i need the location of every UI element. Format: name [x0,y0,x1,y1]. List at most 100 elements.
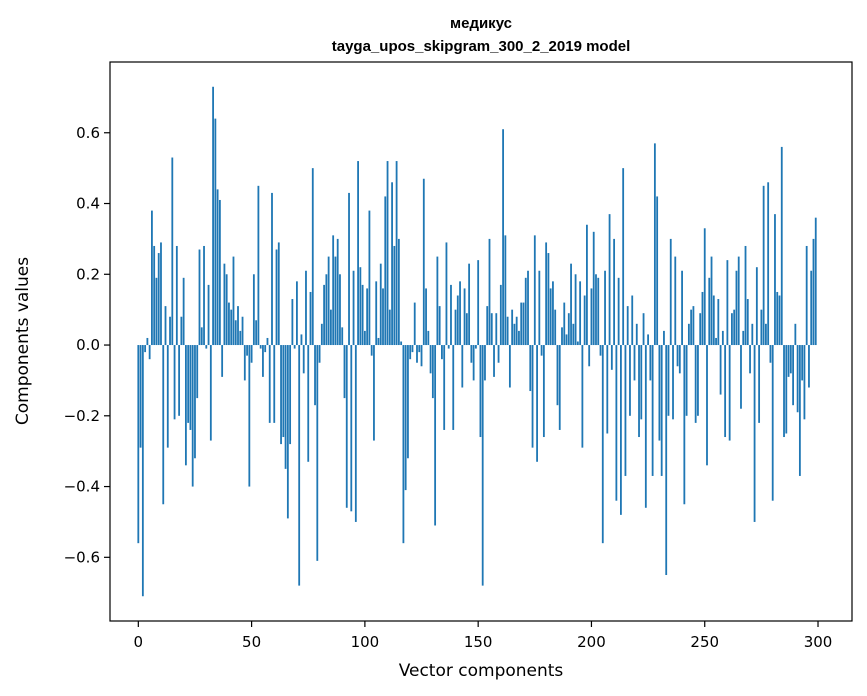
bar-270 [749,345,751,374]
bar-143 [461,345,464,388]
x-tick-label-0: 0 [134,633,144,651]
bar-262 [731,313,733,346]
bar-53 [257,185,260,346]
bar-107 [379,263,382,346]
bar-213 [620,345,622,515]
y-tick-label-0: −0.6 [64,548,100,566]
bar-2 [141,345,144,597]
bar-14 [169,316,171,346]
bar-207 [606,345,609,434]
bar-165 [511,309,514,346]
bar-86 [332,235,335,346]
bar-216 [626,306,629,346]
bar-63 [280,345,282,445]
bar-117 [402,345,405,544]
bar-85 [329,309,332,346]
bar-156 [490,313,493,346]
bar-38 [223,263,226,346]
bar-223 [642,313,645,346]
bar-197 [583,295,586,346]
bar-226 [649,345,652,381]
bar-195 [579,281,582,346]
bar-277 [765,323,767,346]
bar-9 [157,253,160,346]
bar-280 [771,345,774,501]
plot-frame [109,61,853,622]
bar-254 [712,295,715,346]
bar-82 [323,284,326,346]
bar-92 [345,345,348,508]
bar-140 [454,309,457,346]
bar-272 [753,345,756,522]
x-tick-label-250: 250 [690,633,719,651]
bar-74 [305,270,307,346]
bar-203 [597,277,600,346]
bar-1 [139,345,142,448]
bar-76 [309,291,312,346]
bar-187 [561,327,563,346]
bar-139 [452,345,455,430]
bar-173 [529,345,532,392]
bar-124 [418,345,421,353]
bar-41 [230,309,233,346]
bar-89 [339,274,341,346]
x-tick-label-200: 200 [577,633,606,651]
bar-171 [524,277,527,346]
bar-81 [320,323,323,346]
bar-180 [545,242,548,346]
bar-240 [681,270,683,346]
bar-11 [162,345,165,505]
bar-59 [271,192,273,346]
bar-296 [808,345,810,388]
bar-126 [422,178,425,346]
bar-108 [382,288,384,346]
bar-266 [740,345,742,409]
bar-115 [397,238,400,346]
bar-190 [567,313,570,346]
bar-299 [814,217,817,346]
bar-22 [187,345,190,423]
bar-21 [184,345,187,466]
bar-30 [205,345,208,349]
bar-284 [780,146,783,346]
bar-34 [214,118,217,346]
bar-211 [615,345,618,501]
bar-130 [431,345,434,399]
bar-172 [527,270,529,346]
bar-84 [327,256,330,346]
bar-73 [302,345,305,374]
bar-196 [581,345,584,448]
bar-79 [316,345,319,561]
x-tick-label-100: 100 [351,633,380,651]
bar-49 [248,345,251,487]
bar-87 [334,256,337,346]
bar-15 [171,157,174,346]
bar-257 [719,345,722,395]
bar-91 [343,345,346,399]
bar-51 [252,274,255,346]
bar-297 [810,270,813,346]
bar-65 [284,345,287,469]
bar-104 [373,345,375,441]
bar-185 [556,345,559,406]
x-axis-label: Vector components [399,661,564,681]
bar-227 [651,345,654,476]
bar-208 [608,214,611,346]
bar-106 [377,337,380,346]
bar-127 [425,288,427,346]
bar-285 [783,345,785,438]
bar-225 [647,334,649,346]
bar-194 [576,341,579,346]
bar-289 [792,345,794,406]
bar-109 [384,196,387,346]
bar-78 [314,345,316,406]
bar-154 [486,306,489,346]
bar-45 [239,330,242,346]
bar-161 [502,129,504,346]
bar-151 [479,345,482,438]
bar-184 [554,309,557,346]
bar-8 [155,277,158,346]
bar-26 [196,345,199,399]
bar-263 [733,309,736,346]
